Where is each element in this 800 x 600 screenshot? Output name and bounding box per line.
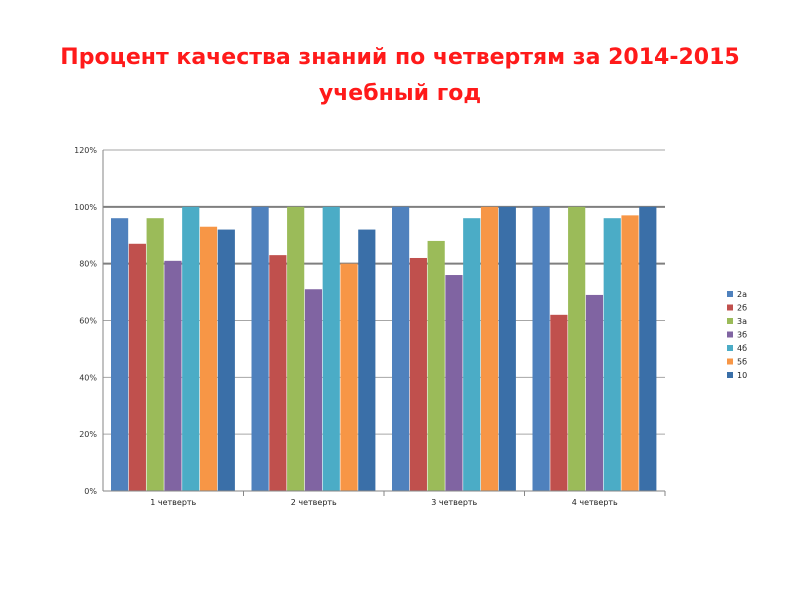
bar: [340, 263, 358, 491]
y-tick-label: 20%: [79, 430, 97, 439]
bar: [639, 206, 657, 492]
legend-swatch: [727, 318, 733, 324]
y-tick-label: 60%: [79, 317, 97, 326]
bar: [498, 206, 516, 492]
bar: [621, 215, 639, 491]
y-tick-label: 120%: [74, 146, 97, 155]
bar: [146, 218, 164, 491]
x-tick-label: 4 четверть: [572, 498, 618, 507]
bars: [111, 206, 657, 492]
y-tick-label: 0%: [84, 487, 97, 496]
legend-swatch: [727, 291, 733, 297]
bar: [532, 206, 550, 492]
bar: [603, 218, 621, 491]
bar: [164, 260, 182, 491]
x-tick-label: 2 четверть: [291, 498, 337, 507]
bar: [182, 206, 200, 492]
bar: [409, 257, 427, 491]
y-tick-label: 80%: [79, 260, 97, 269]
bar: [287, 206, 305, 492]
bar: [304, 289, 323, 491]
bar: [392, 206, 410, 492]
legend-label: 3б: [737, 331, 747, 340]
legend-label: 5б: [737, 358, 747, 367]
bar: [217, 229, 235, 492]
y-tick-label: 40%: [79, 373, 97, 382]
legend-label: 2б: [737, 304, 747, 313]
legend-swatch: [727, 372, 733, 378]
axes: 0% 20% 40% 60% 80% 100% 120% 1 четверть 2 четвер…: [74, 146, 666, 507]
bar: [358, 229, 376, 492]
x-tick-label: 3 четверть: [431, 498, 477, 507]
legend-swatch: [727, 304, 733, 311]
bar: [128, 243, 146, 491]
bar: [251, 206, 269, 492]
legend: 2а 2б 3а 3б 4б 5б 10: [727, 290, 747, 380]
bar: [480, 206, 499, 492]
bar: [568, 206, 586, 492]
chart-title-line1: Процент качества знаний по четвертям за …: [60, 45, 740, 70]
legend-label: 10: [737, 371, 747, 380]
legend-label: 4б: [737, 344, 747, 353]
bar: [550, 314, 568, 491]
bar: [322, 206, 340, 492]
legend-swatch: [727, 358, 733, 365]
legend-label: 2а: [737, 290, 747, 299]
bar: [111, 218, 129, 491]
chart-title-line2: учебный год: [318, 81, 482, 106]
bar: [585, 294, 604, 491]
legend-swatch: [727, 331, 733, 338]
bar: [427, 240, 445, 491]
bar: [269, 255, 287, 491]
bar: [463, 218, 481, 491]
y-tick-label: 100%: [74, 203, 97, 212]
bar: [445, 275, 463, 491]
legend-label: 3а: [737, 317, 747, 326]
chart-title: Процент качества знаний по четвертям за …: [0, 40, 800, 112]
x-tick-label: 1 четверть: [150, 498, 196, 507]
bar: [199, 226, 218, 491]
legend-swatch: [727, 345, 733, 351]
